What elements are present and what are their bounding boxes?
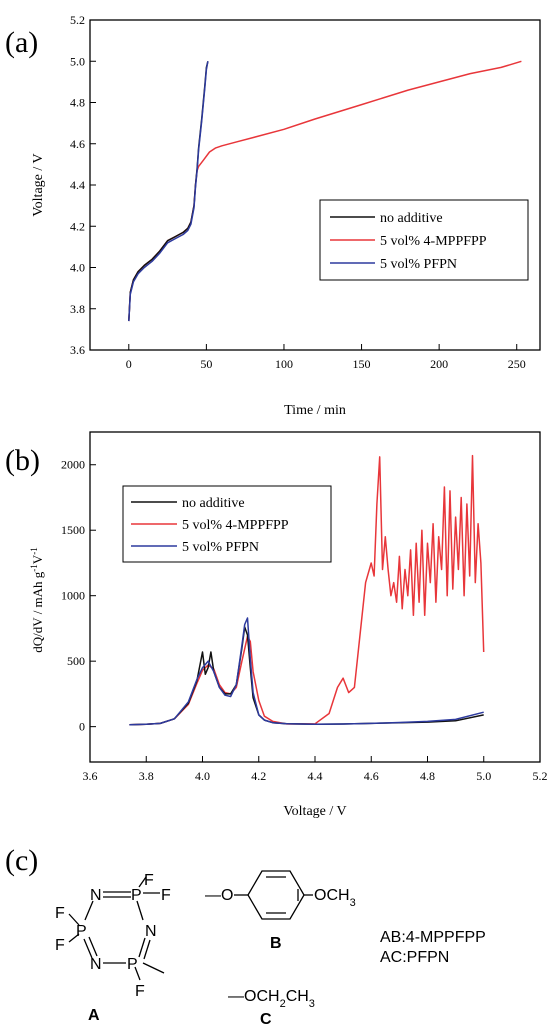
x-tick-label: 0 (126, 357, 132, 371)
atom-n-2: N (145, 923, 157, 940)
chart-b: 3.6 3.8 4.0 4.2 4.4 4.6 4.8 5.0 5.2 0 500 1000 1500 2… (29, 431, 548, 819)
legend-b: no additive 5 vol% 4-MPPFPP 5 vol% PFPN (122, 485, 332, 563)
chart-b-ticks: 3.6 3.8 4.0 4.2 4.4 4.6 4.8 5.0 5.2 0 500 1000 1500 2… (61, 458, 548, 783)
y-tick-label: 3.8 (70, 302, 85, 316)
y-tick-label: 4.2 (70, 219, 85, 233)
atom-p-2: P (76, 923, 87, 940)
y-tick-label: 4.4 (70, 178, 85, 192)
x-axis-label-b: Voltage / V (283, 804, 346, 819)
structure-b-right: OCH3 (314, 887, 356, 909)
x-tick-label: 4.6 (364, 769, 379, 783)
x-tick-label: 250 (508, 357, 526, 371)
chart-a: 0 50 100 150 200 250 3.6 3.8 4.0 4.2 4.4 4.6 4.8 5.0 5… (31, 13, 541, 418)
panel-label-c: (c) (5, 844, 38, 877)
atom-p-3: P (127, 956, 138, 973)
legend-a: no additive 5 vol% 4-MPPFPP 5 vol% PFPN (319, 199, 529, 281)
structure-label-c: C (260, 1011, 272, 1028)
x-tick-label: 5.0 (476, 769, 491, 783)
legend-entry-mppfpp: 5 vol% 4-MPPFPP (380, 234, 487, 249)
atom-n-1: N (90, 887, 102, 904)
atom-f-2: F (161, 887, 171, 904)
y-tick-label: 4.0 (70, 261, 85, 275)
legend-entry-mppfpp-b: 5 vol% 4-MPPFPP (182, 518, 289, 533)
x-tick-label: 4.2 (251, 769, 266, 783)
chart-a-ticks: 0 50 100 150 200 250 3.6 3.8 4.0 4.2 4.4 4.6 4.8 5.0 5… (70, 13, 526, 371)
x-axis-label-a: Time / min (284, 403, 346, 418)
structure-c-group: —OCH2CH3 (228, 988, 315, 1010)
y-tick-label: 3.6 (70, 343, 85, 357)
y-tick-label: 1500 (61, 523, 85, 537)
atom-f-5: F (135, 983, 145, 1000)
atom-f-3: F (55, 905, 65, 922)
x-tick-label: 5.2 (533, 769, 548, 783)
x-tick-label: 4.4 (308, 769, 323, 783)
structure-legend-line-1: AB:4-MPPFPP (380, 929, 486, 946)
y-axis-label-b: dQ/dV / mAh g-1V-1 (29, 547, 45, 652)
series-line-5-vol-pfpn (129, 617, 484, 726)
x-tick-label: 100 (275, 357, 293, 371)
y-tick-label: 2000 (61, 458, 85, 472)
atom-n-3: N (90, 956, 102, 973)
chart-a-lines (128, 60, 522, 322)
legend-entry-pfpn: 5 vol% PFPN (380, 257, 457, 272)
structure-a: N P F F F P F N N P F A (55, 872, 171, 1024)
series-line-5-vol-4-mppfpp (128, 60, 522, 322)
x-tick-label: 50 (200, 357, 212, 371)
y-tick-label: 5.2 (70, 13, 85, 27)
structure-label-a: A (88, 1007, 100, 1024)
x-tick-label: 4.0 (195, 769, 210, 783)
y-tick-label: 1000 (61, 589, 85, 603)
x-tick-label: 150 (353, 357, 371, 371)
x-tick-label: 3.6 (83, 769, 98, 783)
y-tick-label: 5.0 (70, 54, 85, 68)
atom-f-4: F (55, 937, 65, 954)
legend-entry-no-additive-b: no additive (182, 496, 245, 511)
y-tick-label: 500 (67, 654, 85, 668)
y-tick-label: 0 (79, 720, 85, 734)
legend-entry-pfpn-b: 5 vol% PFPN (182, 540, 259, 555)
atom-p-1: P (131, 887, 142, 904)
structure-b-left: —O (205, 887, 233, 904)
series-line-5-vol-pfpn (128, 61, 209, 322)
series-line-no-additive (128, 61, 209, 322)
panel-label-b: (b) (5, 444, 40, 477)
legend-entry-no-additive: no additive (380, 211, 443, 226)
structure-label-b: B (270, 935, 282, 952)
chart-b-lines (129, 454, 485, 726)
y-axis-label-a: Voltage / V (31, 153, 46, 216)
structure-c: —OCH2CH3 C (228, 988, 315, 1028)
x-tick-label: 4.8 (420, 769, 435, 783)
plot-frame-a (89, 19, 541, 351)
x-tick-label: 3.8 (139, 769, 154, 783)
y-tick-label: 4.8 (70, 96, 85, 110)
x-tick-label: 200 (430, 357, 448, 371)
structure-legend-line-2: AC:PFPN (380, 949, 449, 966)
atom-f-1: F (144, 872, 154, 889)
structure-b: —O OCH3 B (205, 870, 356, 952)
y-tick-label: 4.6 (70, 137, 85, 151)
panel-label-a: (a) (5, 26, 38, 59)
